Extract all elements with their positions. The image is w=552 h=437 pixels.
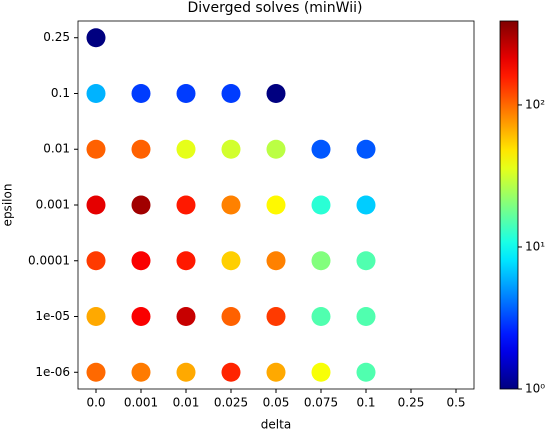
point [86, 139, 106, 159]
point [356, 251, 376, 271]
x-tick-label: 0.075 [304, 396, 338, 410]
point [131, 195, 151, 215]
x-tick-label: 0.0 [86, 396, 105, 410]
point [311, 251, 331, 271]
y-tick-label: 0.25 [43, 30, 70, 44]
point [176, 139, 196, 159]
point [266, 195, 286, 215]
y-tick-label: 0.01 [43, 142, 70, 156]
point [356, 195, 376, 215]
x-tick-label: 0.1 [356, 396, 375, 410]
point [356, 362, 376, 382]
point [86, 28, 106, 48]
point [131, 139, 151, 159]
point [221, 362, 241, 382]
point [266, 362, 286, 382]
y-axis-label: epsilon [1, 184, 15, 227]
point [266, 251, 286, 271]
point [131, 362, 151, 382]
y-tick-label: 0.1 [51, 86, 70, 100]
point [311, 195, 331, 215]
point [86, 362, 106, 382]
point [356, 139, 376, 159]
y-tick-label: 1e-05 [35, 309, 70, 323]
point [176, 83, 196, 103]
x-tick-label: 0.025 [214, 396, 248, 410]
point [356, 307, 376, 327]
point [221, 307, 241, 327]
point [176, 362, 196, 382]
colorbar-tick-label: 10⁰ [525, 382, 545, 396]
point [311, 139, 331, 159]
y-tick-label: 1e-06 [35, 365, 70, 379]
point [86, 307, 106, 327]
point [221, 195, 241, 215]
point [266, 83, 286, 103]
point [131, 251, 151, 271]
point [131, 83, 151, 103]
point [176, 307, 196, 327]
point [131, 307, 151, 327]
y-tick-label: 0.001 [36, 198, 70, 212]
point [221, 251, 241, 271]
chart-title: Diverged solves (minWii) [188, 0, 363, 16]
colorbar-tick-label: 10¹ [525, 239, 545, 253]
point [221, 83, 241, 103]
x-tick-label: 0.05 [263, 396, 290, 410]
point [266, 307, 286, 327]
point [311, 307, 331, 327]
point [86, 251, 106, 271]
y-tick-label: 0.0001 [28, 253, 70, 267]
x-tick-label: 0.001 [124, 396, 158, 410]
x-axis-label: delta [261, 418, 291, 432]
point [311, 362, 331, 382]
point [86, 83, 106, 103]
point [86, 195, 106, 215]
x-tick-label: 0.5 [446, 396, 465, 410]
point [266, 139, 286, 159]
colorbar [499, 20, 519, 390]
point [221, 139, 241, 159]
x-tick-label: 0.25 [398, 396, 425, 410]
point [176, 251, 196, 271]
colorbar-tick-label: 10² [525, 97, 545, 111]
x-tick-label: 0.01 [173, 396, 200, 410]
point [176, 195, 196, 215]
